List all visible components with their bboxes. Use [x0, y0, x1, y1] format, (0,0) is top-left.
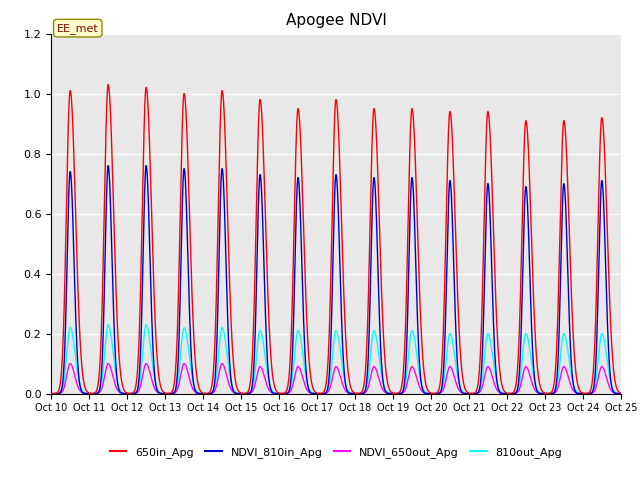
650in_Apg: [47, 391, 55, 396]
810out_Apg: [47, 391, 55, 396]
650in_Apg: [472, 388, 480, 394]
NDVI_810in_Apg: [418, 383, 426, 389]
Text: EE_met: EE_met: [57, 23, 99, 34]
Line: NDVI_650out_Apg: NDVI_650out_Apg: [51, 364, 621, 394]
810out_Apg: [389, 391, 397, 396]
650in_Apg: [418, 338, 426, 344]
650in_Apg: [617, 390, 625, 396]
NDVI_650out_Apg: [151, 386, 159, 392]
NDVI_810in_Apg: [389, 391, 397, 396]
810out_Apg: [617, 391, 625, 396]
650in_Apg: [389, 390, 397, 396]
NDVI_650out_Apg: [265, 387, 273, 393]
810out_Apg: [151, 376, 159, 382]
650in_Apg: [265, 318, 273, 324]
NDVI_650out_Apg: [516, 385, 524, 391]
NDVI_650out_Apg: [472, 391, 480, 396]
Line: NDVI_810in_Apg: NDVI_810in_Apg: [51, 166, 621, 394]
NDVI_810in_Apg: [151, 373, 159, 379]
NDVI_650out_Apg: [47, 391, 55, 396]
Legend: 650in_Apg, NDVI_810in_Apg, NDVI_650out_Apg, 810out_Apg: 650in_Apg, NDVI_810in_Apg, NDVI_650out_A…: [105, 443, 567, 462]
810out_Apg: [472, 391, 480, 396]
NDVI_650out_Apg: [418, 388, 426, 394]
650in_Apg: [516, 320, 524, 326]
NDVI_810in_Apg: [472, 391, 480, 396]
Title: Apogee NDVI: Apogee NDVI: [285, 13, 387, 28]
810out_Apg: [265, 378, 273, 384]
NDVI_810in_Apg: [265, 377, 273, 383]
810out_Apg: [516, 379, 524, 385]
NDVI_810in_Apg: [516, 366, 524, 372]
Line: 650in_Apg: 650in_Apg: [51, 84, 621, 394]
810out_Apg: [418, 382, 426, 388]
NDVI_810in_Apg: [104, 163, 112, 168]
NDVI_810in_Apg: [617, 391, 625, 396]
650in_Apg: [104, 82, 112, 87]
650in_Apg: [151, 309, 159, 315]
NDVI_810in_Apg: [47, 391, 55, 396]
NDVI_650out_Apg: [617, 391, 625, 396]
Line: 810out_Apg: 810out_Apg: [51, 324, 621, 394]
NDVI_650out_Apg: [389, 391, 397, 396]
NDVI_650out_Apg: [104, 361, 112, 367]
810out_Apg: [104, 322, 112, 327]
